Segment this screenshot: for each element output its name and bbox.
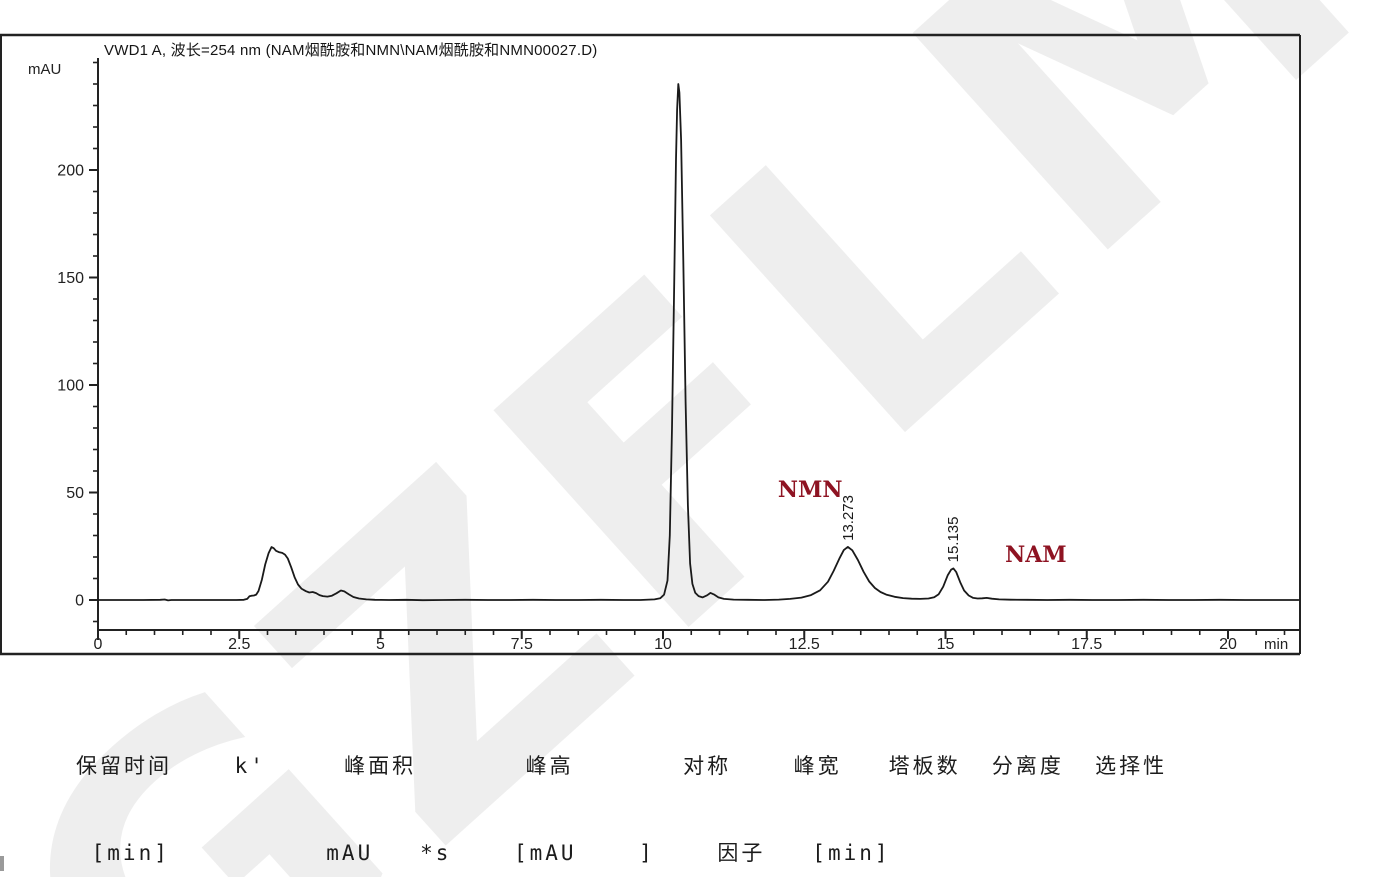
x-axis-tick-label: 17.5 (1071, 636, 1102, 653)
x-axis-tick-label: 20 (1219, 636, 1237, 653)
peak-name-label-nam: NAM (1005, 542, 1067, 568)
chart-title: VWD1 A, 波长=254 nm (NAM烟酰胺和NMN\NAM烟酰胺和NMN… (104, 42, 598, 59)
x-axis-tick-label: 2.5 (228, 636, 250, 653)
table-header-row-2: [min] mAU *s [mAU ] 因子 [min] (76, 841, 891, 865)
y-axis-unit-label: mAU (28, 61, 62, 78)
y-axis-tick-label: 100 (57, 378, 84, 395)
x-axis-tick-label: 7.5 (511, 636, 533, 653)
x-axis-tick-label: 0 (94, 636, 103, 653)
x-axis-tick-label: 12.5 (789, 636, 820, 653)
y-axis-tick-label: 200 (57, 163, 84, 180)
y-axis-tick-label: 0 (75, 593, 84, 610)
y-axis-tick-label: 50 (66, 485, 84, 502)
x-axis-tick-label: 15 (937, 636, 955, 653)
y-axis-tick-label: 150 (57, 270, 84, 287)
peak-rt-label-nmn: 13.273 (840, 495, 857, 541)
table-header-row-1: 保留时间 k' 峰面积 峰高 对称 峰宽 塔板数 分离度 选择性 (76, 754, 1168, 778)
scan-artifact-mark (0, 856, 4, 871)
x-axis-tick-label: 10 (654, 636, 672, 653)
signal-trace (97, 83, 1300, 602)
x-axis-unit-label: min (1264, 636, 1289, 653)
peak-results-table: 保留时间 k' 峰面积 峰高 对称 峰宽 塔板数 分离度 选择性 [min] m… (76, 694, 1187, 877)
peak-name-label-nmn: NMN (778, 477, 843, 503)
peak-rt-label-nam: 15.135 (945, 517, 962, 563)
x-axis-tick-label: 5 (376, 636, 385, 653)
